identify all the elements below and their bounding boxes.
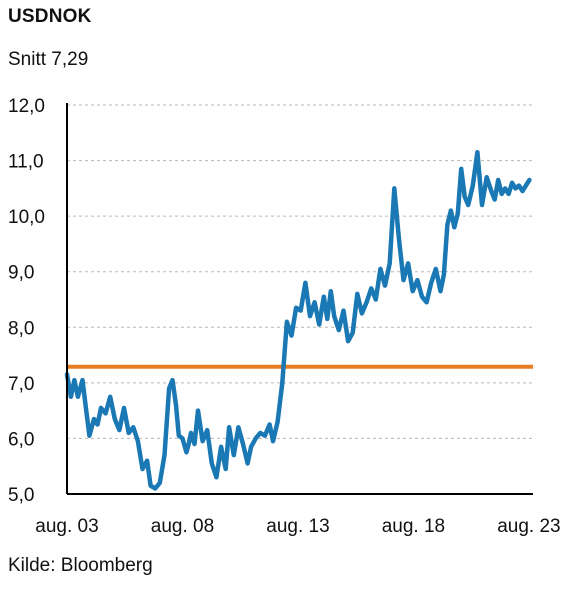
y-tick-label: 10,0 xyxy=(8,207,45,228)
y-axis-tick-labels: 5,0 6,0 7,0 8,0 9,0 10,0 11,0 12,0 xyxy=(8,96,45,506)
chart-subtitle: Snitt 7,29 xyxy=(8,49,89,70)
y-tick-label: 9,0 xyxy=(8,263,34,284)
series-line-usdnok xyxy=(64,149,532,491)
y-tick-label: 12,0 xyxy=(8,96,45,117)
y-tick-label: 11,0 xyxy=(8,152,44,173)
chart-title: USDNOK xyxy=(8,6,92,27)
x-tick-label: aug. 03 xyxy=(35,516,98,537)
x-tick-label: aug. 23 xyxy=(497,516,560,537)
x-tick-label: aug. 13 xyxy=(266,516,329,537)
grid-lines xyxy=(67,104,533,439)
x-tick-label: aug. 18 xyxy=(382,516,445,537)
y-tick-label: 7,0 xyxy=(8,374,34,395)
source-note: Kilde: Bloomberg xyxy=(8,555,153,576)
x-axis-tick-labels: aug. 03 aug. 08 aug. 13 aug. 18 aug. 23 xyxy=(35,516,560,537)
y-tick-label: 6,0 xyxy=(8,429,34,450)
y-tick-label: 8,0 xyxy=(8,318,34,339)
x-tick-label: aug. 08 xyxy=(151,516,214,537)
y-tick-label: 5,0 xyxy=(8,485,34,506)
